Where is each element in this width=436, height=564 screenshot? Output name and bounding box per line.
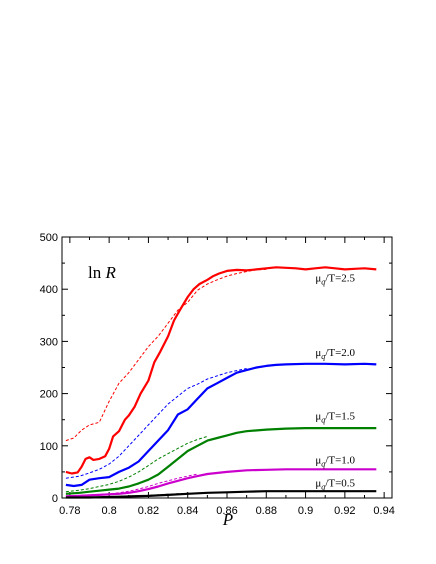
x-tick-label: 0.78 (59, 505, 80, 517)
series-3 (65, 468, 377, 498)
y-tick-label: 100 (40, 441, 58, 453)
series-label: μq/T=2.0 (315, 347, 355, 361)
x-tick-label: 0.94 (373, 505, 394, 517)
x-tick-label: 0.8 (101, 505, 116, 517)
series-layer (65, 266, 377, 499)
x-axis-title: P (222, 510, 233, 529)
series-label-rest: /T=1.0 (325, 455, 355, 467)
series-4 (65, 490, 377, 499)
series-labels: μq/T=2.5μq/T=2.0μq/T=1.5μq/T=1.0μq/T=0.5 (315, 272, 355, 491)
series-dashed-line (65, 268, 267, 442)
series-label: μq/T=2.5 (315, 272, 355, 286)
series-label-sub: q (321, 277, 325, 286)
series-dashed-line (65, 435, 208, 493)
series-label-sub: q (321, 460, 325, 469)
series-label-mu: μ (315, 455, 321, 467)
series-solid-band (65, 468, 377, 498)
series-label-mu: μ (315, 478, 321, 490)
series-label-rest: /T=0.5 (325, 478, 355, 490)
series-1 (65, 362, 377, 488)
axis-ticks (62, 236, 392, 499)
series-2 (65, 427, 377, 495)
series-solid-band (65, 490, 377, 499)
x-tick-label: 0.82 (138, 505, 159, 517)
y-tick-label: 0 (52, 493, 58, 505)
series-label-rest: /T=1.5 (325, 411, 355, 423)
y-tick-label: 500 (40, 232, 58, 244)
tick-labels: 0.78 0.8 0.82 0.84 0.86 0.88 0.9 0.92 0.94 0 100 20… (40, 232, 395, 517)
y-tick-label: 400 (40, 284, 58, 296)
series-label-sub: q (321, 416, 325, 425)
series-label-mu: μ (315, 411, 321, 423)
series-label-rest: /T=2.5 (325, 272, 355, 284)
series-solid-band (65, 362, 377, 488)
x-tick-label: 0.92 (334, 505, 355, 517)
series-label-sub: q (321, 352, 325, 361)
series-label-mu: μ (315, 272, 321, 284)
series-label-rest: /T=2.0 (325, 347, 355, 359)
series-0 (65, 266, 377, 475)
x-tick-label: 0.84 (177, 505, 198, 517)
panel-label-var: R (104, 263, 116, 282)
panel-label: ln R (88, 263, 116, 282)
x-tick-label: 0.86 (216, 505, 237, 517)
series-label-mu: μ (315, 347, 321, 359)
series-dashed-line (65, 368, 247, 479)
y-tick-label: 200 (40, 389, 58, 401)
x-tick-label: 0.9 (298, 505, 313, 517)
x-tick-label: 0.88 (256, 505, 277, 517)
series-solid-band (65, 427, 377, 495)
series-solid-band (65, 266, 377, 475)
y-tick-label: 300 (40, 336, 58, 348)
series-label-sub: q (321, 483, 325, 492)
series-label: μq/T=0.5 (315, 478, 355, 492)
series-label: μq/T=1.5 (315, 411, 355, 425)
series-label: μq/T=1.0 (315, 455, 355, 469)
panel-label-text: ln (88, 263, 105, 282)
